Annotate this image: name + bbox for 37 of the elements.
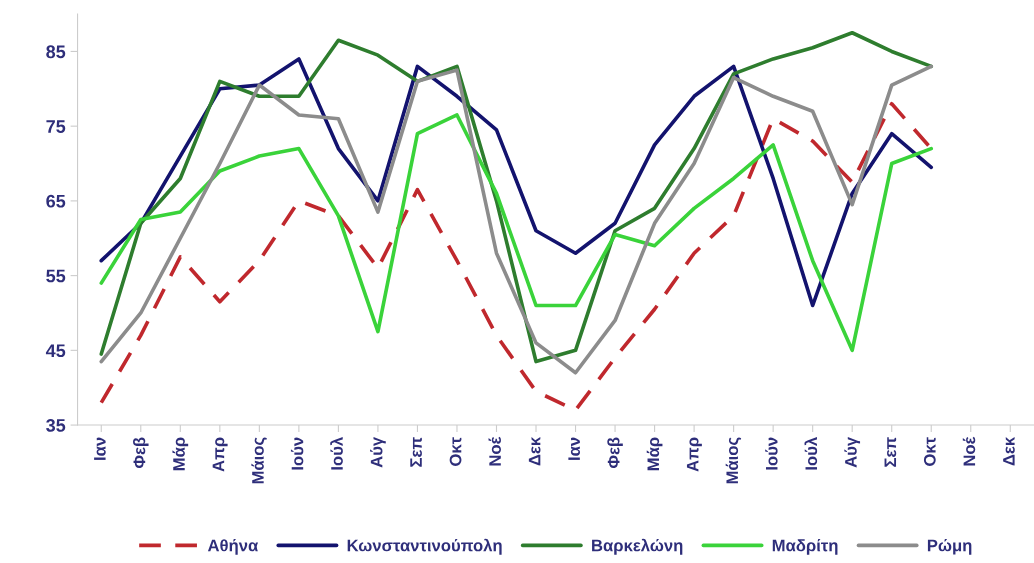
x-tick-label: Νοέ [488,436,501,466]
y-tick-label: 85 [46,45,66,59]
x-tick-label: Σεπ [410,437,422,467]
x-tick-label: Ιούν [765,437,778,470]
x-tick-label: Μάρ [172,437,189,471]
x-tick-label: Φεβ [607,437,623,469]
x-tick-label: Φεβ [133,437,149,469]
y-tick-label: 65 [46,194,66,208]
legend-label: Κωνσταντινούπολη [347,538,502,555]
x-tick-label: Απρ [212,437,228,472]
x-tick-label: Οκτ [449,437,462,466]
x-tick-label: Σεπ [884,437,897,467]
x-tick-label: Μάρ [646,437,663,471]
x-tick-label: Νοέ [962,436,976,466]
line-series [99,113,934,353]
x-tick-label: Απρ [686,437,702,472]
line-series [99,57,934,308]
legend-label: Αθήνα [207,538,259,555]
y-tick-label: 55 [46,269,66,283]
legend-label: Ρώμη [927,538,972,555]
y-tick-label: 35 [46,419,66,432]
legend-label: Βαρκελώνη [592,538,683,555]
x-tick-label: Μάιος [251,437,267,484]
y-tick-label: 45 [45,344,66,358]
legend-label: Μαδρίτη [772,538,838,555]
x-tick-label: Ιούν [290,437,304,470]
x-tick-label: Ιούλ [804,437,818,470]
y-tick-label: 75 [46,120,66,133]
x-tick-label: Ιαν [94,437,106,460]
x-tick-label: Ιαν [568,437,581,460]
x-tick-label: Ιούλ [330,437,343,470]
x-tick-label: Αύγ [844,436,861,468]
x-tick-label: Δεκ [528,436,541,466]
x-tick-label: Μάιος [725,437,742,484]
x-tick-label: Αύγ [370,436,386,468]
x-tick-label: Δεκ [1003,436,1015,466]
x-tick-label: Οκτ [923,437,936,466]
